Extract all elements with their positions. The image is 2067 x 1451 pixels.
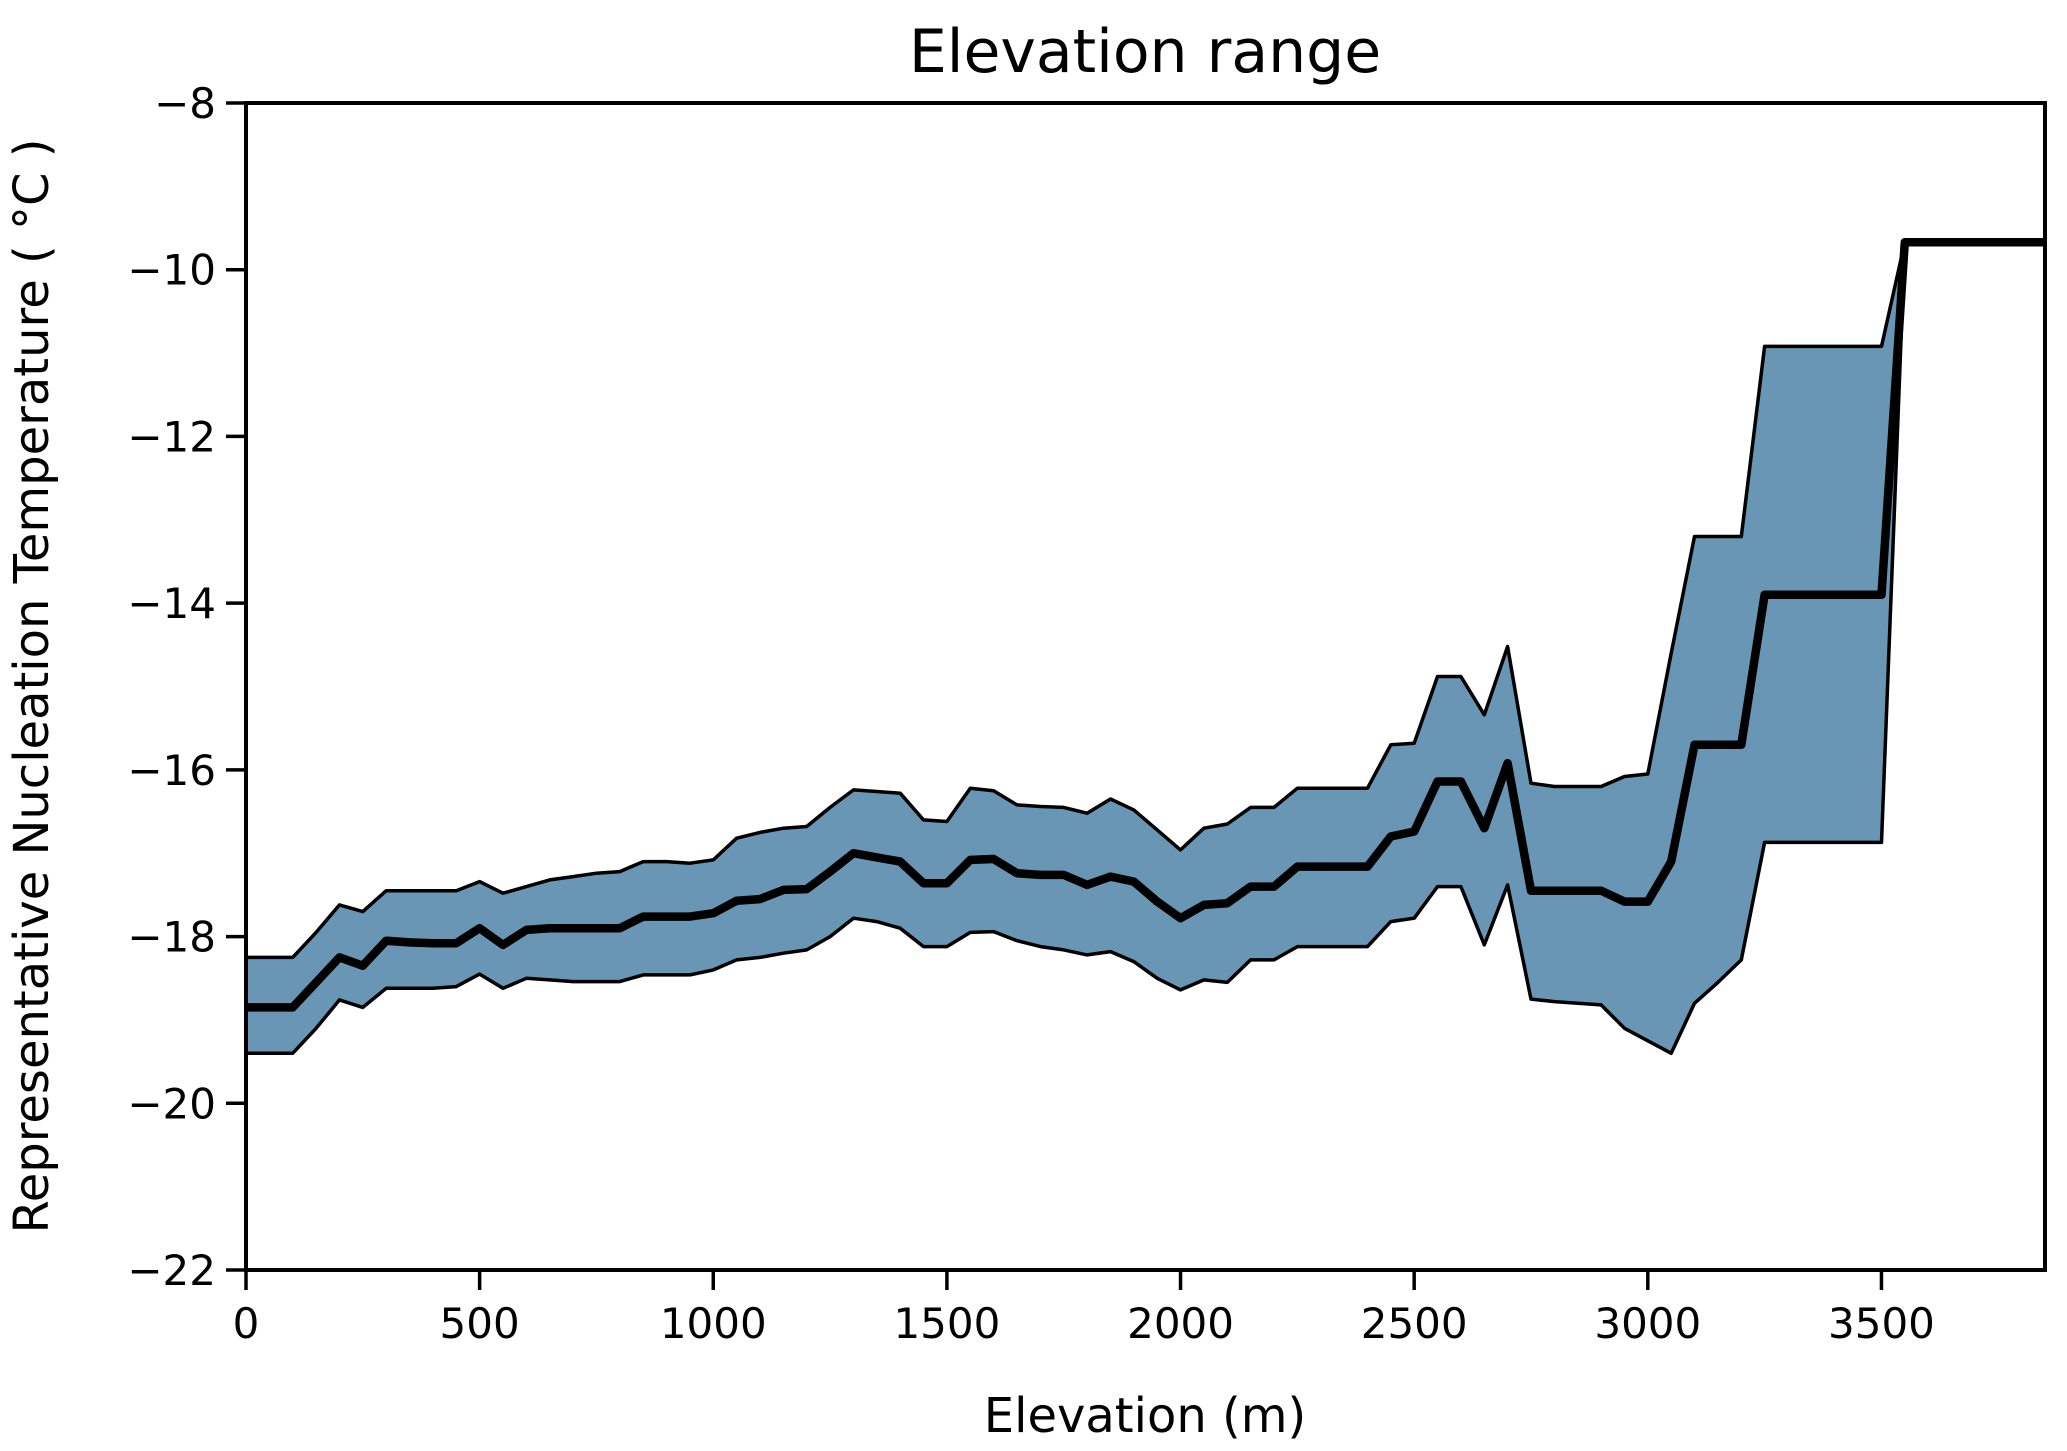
- y-axis-label: Representative Nucleation Temperature ( …: [4, 139, 60, 1234]
- band-upper-edge: [246, 240, 2045, 960]
- y-tick-label: −14: [127, 579, 216, 628]
- x-tick-label: 2500: [1361, 1299, 1468, 1348]
- x-tick-label: 0: [233, 1299, 260, 1348]
- y-tick-label: −18: [127, 913, 216, 962]
- y-tick-label: −16: [127, 746, 216, 795]
- y-tick-label: −20: [127, 1079, 216, 1128]
- y-tick-label: −8: [154, 79, 216, 128]
- x-tick-label: 2000: [1127, 1299, 1234, 1348]
- temperature-line: [246, 237, 2045, 1012]
- x-tick-label: 3000: [1594, 1299, 1701, 1348]
- x-tick-label: 1500: [893, 1299, 1000, 1348]
- x-tick-label: 1000: [660, 1299, 767, 1348]
- y-tick-label: −10: [127, 246, 216, 295]
- x-tick-label: 3500: [1828, 1299, 1935, 1348]
- axes-spines: [244, 101, 2047, 1272]
- y-tick-label: −22: [127, 1246, 216, 1295]
- x-axis-ticks: 0 500 1000 1500 2000 2500 3000 3500: [233, 1270, 1935, 1348]
- y-tick-label: −12: [127, 412, 216, 461]
- band-lower-edge: [246, 240, 2045, 1056]
- x-tick-label: 500: [440, 1299, 520, 1348]
- y-axis-ticks: −8 −10 −12 −14 −16 −18 −20 −22: [127, 79, 246, 1295]
- chart-title: Elevation range: [909, 17, 1381, 87]
- x-axis-label: Elevation (m): [984, 1388, 1306, 1444]
- confidence-band: [246, 242, 2045, 1054]
